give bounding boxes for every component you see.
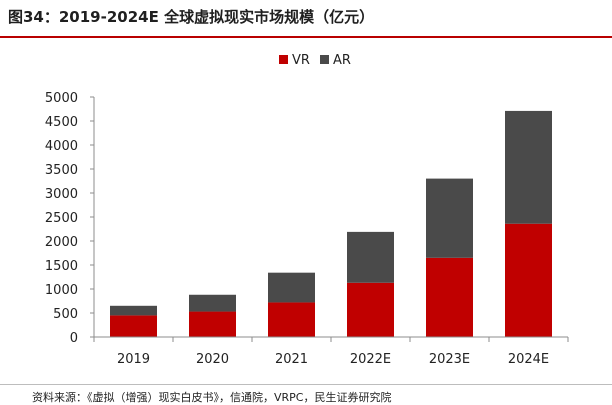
y-tick-label: 2000 (45, 235, 78, 250)
y-axis: 0 500 1000 1500 2000 2500 3000 3500 4000 4500 5000 (45, 91, 95, 346)
legend-swatch-ar (320, 55, 329, 64)
bar-ar-2024e (505, 110, 552, 224)
bar-vr-2020 (189, 311, 236, 337)
bar-ar-2021 (268, 272, 315, 303)
x-tick-label: 2024E (508, 352, 549, 367)
y-tick-label: 0 (70, 331, 78, 346)
y-tick-label: 3000 (45, 187, 78, 202)
x-tick-label: 2022E (350, 352, 391, 367)
bar-vr-2019 (110, 315, 157, 337)
x-axis: 2019 2020 2021 2022E 2023E 2024E (93, 336, 569, 367)
y-tick-label: 3500 (45, 163, 78, 178)
bar-vr-2021 (268, 302, 315, 337)
y-tick-label: 4500 (45, 115, 78, 130)
stacked-bar-chart: VR AR 0 500 1000 1500 2000 2500 3000 3500 4000 450… (45, 53, 569, 367)
y-tick-label: 4000 (45, 139, 78, 154)
x-tick-label: 2023E (429, 352, 470, 367)
title-divider (0, 36, 612, 38)
y-tick-label: 1000 (45, 283, 78, 298)
bar-ar-2022e (347, 231, 394, 283)
x-tick-label: 2021 (275, 352, 308, 367)
legend: VR AR (279, 53, 351, 68)
source-note: 资料来源：《虚拟（增强）现实白皮书》，信通院，VRPC，民生证券研究院 (32, 391, 392, 404)
bar-vr-2023e (426, 257, 473, 337)
y-tick-label: 2500 (45, 211, 78, 226)
y-tick-label: 500 (53, 307, 78, 322)
legend-label-ar: AR (333, 53, 351, 68)
chart-title: 图34：2019-2024E 全球虚拟现实市场规模（亿元） (8, 8, 375, 26)
legend-swatch-vr (279, 55, 288, 64)
source-divider (0, 384, 612, 385)
bars (110, 110, 552, 337)
legend-label-vr: VR (292, 53, 310, 68)
x-tick-label: 2020 (196, 352, 229, 367)
bar-vr-2022e (347, 282, 394, 337)
bar-ar-2020 (189, 294, 236, 312)
y-tick-label: 1500 (45, 259, 78, 274)
bar-ar-2019 (110, 305, 157, 316)
x-tick-label: 2019 (117, 352, 150, 367)
y-tick-label: 5000 (45, 91, 78, 106)
bar-vr-2024e (505, 223, 552, 337)
bar-ar-2023e (426, 178, 473, 258)
